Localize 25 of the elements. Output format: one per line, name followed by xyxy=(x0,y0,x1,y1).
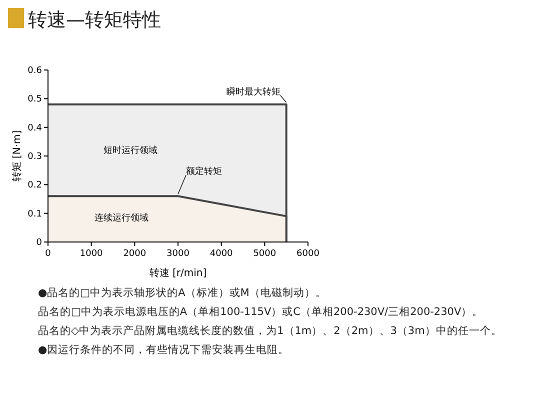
y-tick-label: 0 xyxy=(36,238,42,248)
y-tick-label: 0.2 xyxy=(28,180,42,191)
chart-title: 转速—转矩特性 xyxy=(28,9,161,31)
x-tick-label: 3000 xyxy=(166,249,190,259)
y-tick-label: 0.6 xyxy=(28,66,42,76)
annotation: 连续运行领域 xyxy=(94,212,149,224)
text: ●因运行条件的不同，有些情况下需安装再生电阻。 xyxy=(38,343,290,356)
annotation: 短时运行领域 xyxy=(103,145,158,156)
y-axis-title: 转矩 [N·m] xyxy=(11,130,23,182)
x-tick-label: 0 xyxy=(45,249,52,259)
text: 品名的◇中为表示产品附属电缆线长度的数值，为1（1m）、2（2m）、3（3m）中的任一个。 xyxy=(38,324,502,337)
y-tick-label: 0.3 xyxy=(28,152,42,162)
x-tick-label: 5000 xyxy=(253,249,276,259)
text: ●品名的□中为表示轴形状的A（标准）或M（电磁制动）。 xyxy=(38,286,326,299)
x-tick-label: 2000 xyxy=(123,249,146,259)
x-tick-label: 6000 xyxy=(296,249,320,259)
y-tick-label: 0.1 xyxy=(28,209,42,220)
x-axis-title: 转速 [r/min] xyxy=(149,267,207,279)
y-tick-label: 0.4 xyxy=(28,123,42,134)
annotation: 额定转矩 xyxy=(186,166,222,178)
text: 品名的□中为表示电源电压的A（单相100-115V）或C（单相200-230V/三相200-230V）。 xyxy=(38,305,484,318)
x-tick-label: 4000 xyxy=(210,249,234,259)
annotation: 瞬时最大转矩 xyxy=(226,86,280,98)
x-tick-label: 1000 xyxy=(80,249,104,259)
y-tick-label: 0.5 xyxy=(28,94,42,105)
